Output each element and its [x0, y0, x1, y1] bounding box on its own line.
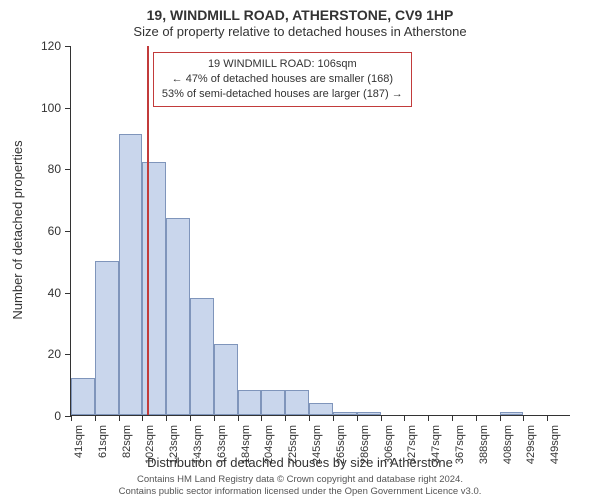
histogram-bar — [238, 390, 262, 415]
attribution-line1: Contains HM Land Registry data © Crown c… — [0, 474, 600, 486]
attribution-line2: Contains public sector information licen… — [0, 486, 600, 498]
info-box-line1: 19 WINDMILL ROAD: 106sqm — [162, 57, 403, 72]
histogram-bar — [95, 261, 119, 415]
info-box: 19 WINDMILL ROAD: 106sqm ← 47% of detach… — [153, 52, 412, 107]
histogram-bar — [71, 378, 95, 415]
y-tick-label: 0 — [54, 409, 71, 423]
y-tick-label: 120 — [41, 39, 71, 53]
info-box-line3: 53% of semi-detached houses are larger (… — [162, 87, 403, 102]
y-tick-label: 100 — [41, 101, 71, 115]
chart-subtitle: Size of property relative to detached ho… — [0, 24, 600, 41]
x-tick-label: 41sqm — [71, 415, 85, 458]
chart-container: { "chart": { "type": "histogram", "title… — [0, 0, 600, 500]
histogram-bar — [190, 298, 214, 415]
property-marker-line — [147, 46, 149, 415]
histogram-bar — [285, 390, 309, 415]
chart-title-block: 19, WINDMILL ROAD, ATHERSTONE, CV9 1HP S… — [0, 0, 600, 41]
plot-area: 020406080100120 41sqm61sqm82sqm102sqm123… — [70, 46, 570, 416]
x-axis-label: Distribution of detached houses by size … — [0, 455, 600, 470]
x-tick-label: 82sqm — [119, 415, 133, 458]
histogram-bar — [166, 218, 190, 415]
y-tick-label: 20 — [48, 347, 71, 361]
histogram-bar — [214, 344, 238, 415]
x-tick-label: 61sqm — [95, 415, 109, 458]
y-tick-label: 80 — [48, 162, 71, 176]
y-axis-label: Number of detached properties — [10, 51, 25, 230]
attribution: Contains HM Land Registry data © Crown c… — [0, 474, 600, 498]
histogram-bar — [119, 134, 143, 415]
histogram-bar — [309, 403, 333, 415]
y-tick-label: 60 — [48, 224, 71, 238]
chart-title: 19, WINDMILL ROAD, ATHERSTONE, CV9 1HP — [0, 6, 600, 24]
histogram-bar — [261, 390, 285, 415]
y-tick-label: 40 — [48, 286, 71, 300]
info-box-line2: ← 47% of detached houses are smaller (16… — [162, 72, 403, 87]
